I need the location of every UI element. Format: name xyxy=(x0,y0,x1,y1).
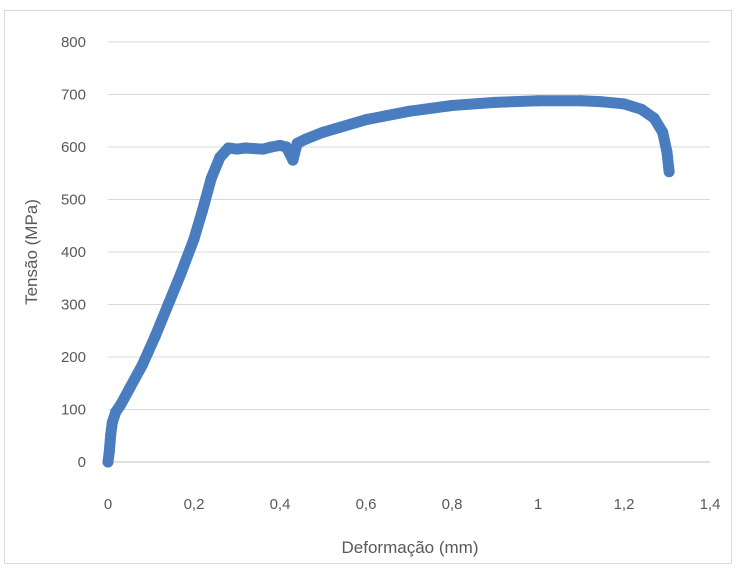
y-tick-label: 300 xyxy=(61,297,86,314)
data-point xyxy=(105,430,117,442)
y-tick-label: 100 xyxy=(61,402,86,419)
y-tick-label: 600 xyxy=(61,139,86,156)
data-point xyxy=(124,383,135,394)
x-tick-label: 0,8 xyxy=(442,496,463,513)
y-axis-title: Tensão (MPa) xyxy=(22,199,41,305)
data-point xyxy=(635,103,647,115)
data-point xyxy=(532,95,544,107)
data-point xyxy=(403,105,415,117)
data-point xyxy=(248,143,260,155)
x-tick-labels: 0 0,2 0,4 0,6 0,8 1 1,2 1,4 xyxy=(104,496,721,513)
data-point xyxy=(618,98,630,110)
data-point xyxy=(663,166,675,178)
data-point xyxy=(136,359,148,371)
y-tick-label: 800 xyxy=(61,34,86,51)
data-point xyxy=(188,233,200,245)
y-tick-label: 0 xyxy=(78,454,86,471)
y-tick-label: 700 xyxy=(61,87,86,104)
data-point xyxy=(661,146,673,158)
data-point xyxy=(102,456,114,468)
data-series xyxy=(102,95,675,468)
data-point xyxy=(149,330,161,342)
y-tick-label: 500 xyxy=(61,192,86,209)
data-point xyxy=(214,152,226,163)
data-point xyxy=(300,133,312,145)
x-tick-label: 0,2 xyxy=(184,496,205,513)
x-tick-label: 0 xyxy=(104,496,112,513)
data-point xyxy=(489,96,501,108)
x-tick-label: 1,4 xyxy=(700,496,721,513)
data-point xyxy=(657,126,669,138)
data-point xyxy=(280,141,292,153)
data-point xyxy=(110,406,122,418)
data-point xyxy=(446,100,458,112)
data-point xyxy=(175,267,187,279)
y-tick-label: 200 xyxy=(61,349,86,366)
data-point xyxy=(360,114,372,126)
data-point xyxy=(575,95,587,107)
data-point xyxy=(162,299,174,310)
y-tick-labels: 0 100 200 300 400 500 600 700 800 xyxy=(61,34,86,471)
data-point xyxy=(287,154,299,166)
data-point xyxy=(291,137,303,149)
series-line xyxy=(102,95,675,468)
x-axis-title: Deformação (mm) xyxy=(342,538,479,557)
data-point xyxy=(197,204,209,216)
data-point xyxy=(115,398,127,410)
data-point xyxy=(106,417,118,429)
data-point xyxy=(257,143,269,155)
data-point xyxy=(265,141,277,153)
data-point xyxy=(648,112,660,124)
y-tick-label: 400 xyxy=(61,244,86,261)
x-tick-label: 1 xyxy=(534,496,542,513)
data-point xyxy=(317,126,329,138)
x-tick-label: 1,2 xyxy=(614,496,635,513)
data-point xyxy=(205,173,217,184)
data-point xyxy=(231,143,243,155)
data-point xyxy=(597,96,608,108)
x-tick-label: 0,6 xyxy=(356,496,377,513)
data-point xyxy=(103,446,115,457)
x-tick-label: 0,4 xyxy=(270,496,291,513)
data-point xyxy=(222,142,234,154)
data-point xyxy=(240,142,252,154)
